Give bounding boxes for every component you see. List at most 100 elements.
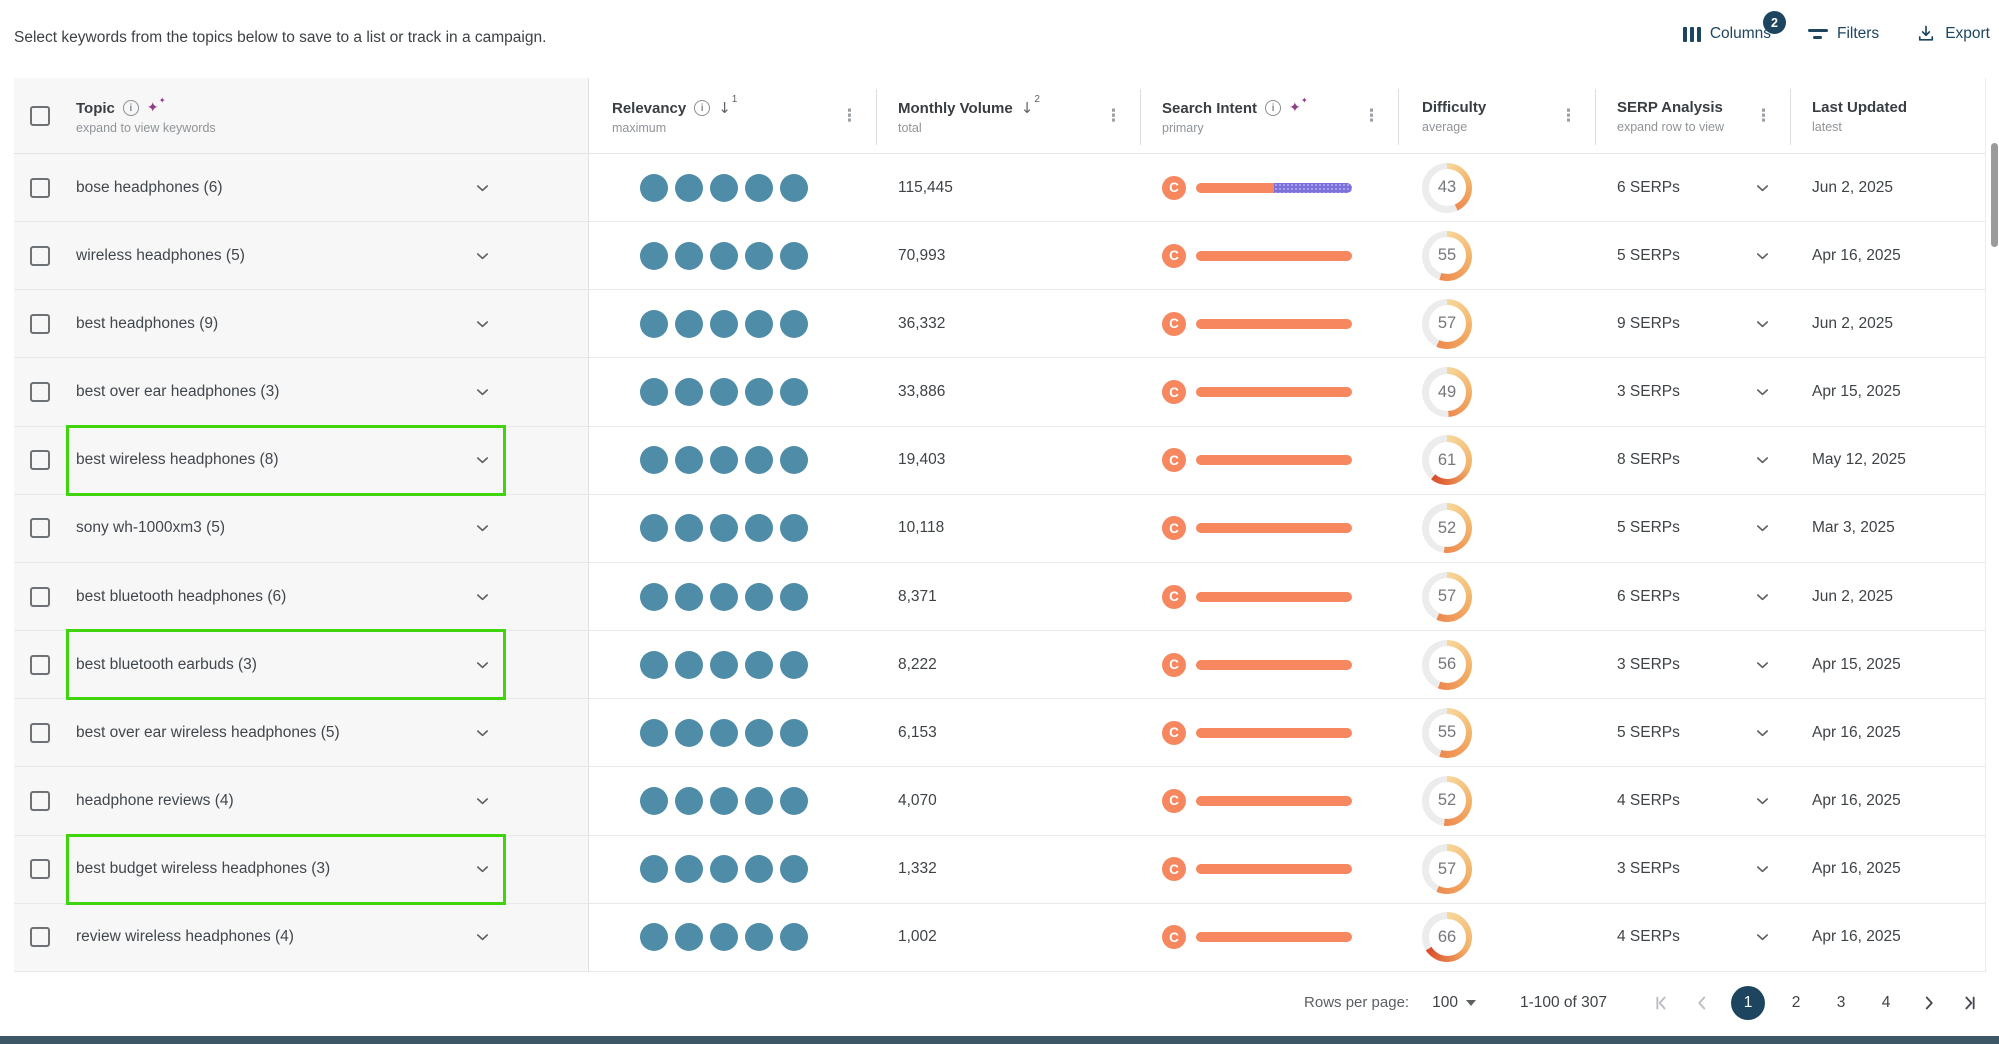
serp-cell: 4 SERPs	[1595, 904, 1790, 971]
difficulty-ring: 52	[1422, 503, 1472, 554]
topic-label: wireless headphones (5)	[76, 246, 245, 264]
chevron-down-icon[interactable]	[473, 723, 492, 742]
chevron-down-icon[interactable]	[473, 587, 492, 606]
intent-badge: C	[1162, 516, 1186, 541]
relevancy-dot	[710, 309, 738, 338]
export-button[interactable]: Export	[1916, 24, 1990, 44]
header-monthly-volume[interactable]: Monthly Volume ↓2 total ⋮	[876, 78, 1140, 153]
page-3-button[interactable]: 3	[1836, 993, 1846, 1011]
columns-count-badge: 2	[1762, 11, 1786, 34]
chevron-down-icon[interactable]	[1753, 314, 1772, 333]
relevancy-column-sublabel: maximum	[612, 121, 667, 135]
intent-badge: C	[1162, 311, 1186, 336]
difficulty-cell: 52	[1398, 495, 1595, 562]
header-search-intent[interactable]: Search Intent i primary ⋮	[1140, 78, 1398, 153]
column-menu-icon[interactable]: ⋮	[1363, 105, 1380, 126]
relevancy-dot	[710, 378, 738, 407]
chevron-down-icon[interactable]	[473, 519, 492, 538]
search-intent-cell: C	[1140, 767, 1398, 834]
last-updated-cell: Apr 15, 2025	[1790, 358, 1986, 425]
pager: 1 2 3 4	[1649, 985, 1986, 1020]
first-page-button[interactable]	[1649, 991, 1673, 1015]
chevron-down-icon[interactable]	[473, 246, 492, 265]
chevron-down-icon[interactable]	[473, 178, 492, 197]
columns-button[interactable]: Columns 2	[1683, 11, 1786, 43]
last-page-button[interactable]	[1958, 991, 1982, 1015]
chevron-down-icon[interactable]	[1753, 791, 1772, 810]
page-range-label: 1-100 of 307	[1519, 993, 1607, 1011]
serp-cell: 8 SERPs	[1595, 427, 1790, 494]
relevancy-dot	[640, 786, 668, 815]
relevancy-dot	[710, 650, 738, 679]
rows-per-page-select[interactable]: 100	[1432, 994, 1476, 1012]
chevron-down-icon[interactable]	[1753, 246, 1772, 265]
chevron-down-icon[interactable]	[473, 860, 492, 879]
chevron-down-icon[interactable]	[1753, 860, 1772, 879]
relevancy-dot	[780, 309, 808, 338]
intent-badge: C	[1162, 788, 1186, 813]
chevron-down-icon[interactable]	[1753, 928, 1772, 947]
filters-button[interactable]: Filters	[1807, 25, 1879, 43]
vertical-scrollbar-thumb[interactable]	[1991, 143, 1998, 247]
relevancy-dot	[745, 378, 773, 407]
chevron-down-icon[interactable]	[1753, 723, 1772, 742]
chevron-down-icon[interactable]	[1753, 587, 1772, 606]
chevron-down-icon[interactable]	[1753, 451, 1772, 470]
row-checkbox[interactable]	[30, 722, 50, 743]
volume-cell: 8,222	[876, 631, 1140, 698]
row-checkbox[interactable]	[30, 586, 50, 607]
chevron-down-icon[interactable]	[1753, 383, 1772, 402]
header-difficulty[interactable]: Difficulty average ⋮	[1398, 78, 1595, 153]
row-checkbox[interactable]	[30, 245, 50, 266]
select-all-checkbox[interactable]	[30, 105, 50, 126]
row-checkbox[interactable]	[30, 859, 50, 880]
row-checkbox[interactable]	[30, 790, 50, 811]
header-relevancy[interactable]: Relevancy i ↓1 maximum ⋮	[588, 78, 876, 153]
row-checkbox[interactable]	[30, 382, 50, 403]
page-1-button[interactable]: 1	[1731, 985, 1765, 1020]
info-icon[interactable]: i	[694, 100, 711, 116]
chevron-down-icon[interactable]	[473, 314, 492, 333]
column-menu-icon[interactable]: ⋮	[1755, 105, 1772, 126]
column-menu-icon[interactable]: ⋮	[1560, 105, 1577, 126]
chevron-down-icon[interactable]	[1753, 178, 1772, 197]
sort-descending-icon[interactable]: ↓1	[718, 94, 738, 117]
last-updated-value: Apr 15, 2025	[1812, 383, 1901, 401]
row-checkbox[interactable]	[30, 654, 50, 675]
column-menu-icon[interactable]: ⋮	[841, 105, 858, 126]
difficulty-value: 56	[1428, 646, 1466, 684]
page-4-button[interactable]: 4	[1881, 993, 1891, 1011]
column-menu-icon[interactable]: ⋮	[1105, 105, 1122, 126]
intent-bar	[1196, 523, 1352, 534]
last-updated-cell: Apr 15, 2025	[1790, 631, 1986, 698]
chevron-down-icon[interactable]	[473, 383, 492, 402]
difficulty-cell: 61	[1398, 427, 1595, 494]
chevron-down-icon[interactable]	[473, 451, 492, 470]
chevron-down-icon[interactable]	[473, 928, 492, 947]
relevancy-dot	[745, 786, 773, 815]
chevron-down-icon[interactable]	[473, 655, 492, 674]
chevron-down-icon[interactable]	[1753, 519, 1772, 538]
previous-page-button[interactable]	[1690, 991, 1714, 1015]
serp-cell: 6 SERPs	[1595, 563, 1790, 630]
intent-badge: C	[1162, 857, 1186, 882]
serp-count: 5 SERPs	[1617, 723, 1680, 741]
sort-descending-icon[interactable]: ↓2	[1020, 94, 1040, 117]
row-checkbox[interactable]	[30, 450, 50, 471]
info-icon[interactable]: i	[1265, 100, 1282, 116]
relevancy-column-label: Relevancy	[612, 99, 687, 117]
header-last-updated[interactable]: Last Updated latest	[1790, 78, 1986, 153]
table-row: best wireless headphones (8) 19,403 C 61…	[14, 424, 1986, 496]
chevron-down-icon[interactable]	[473, 791, 492, 810]
page-2-button[interactable]: 2	[1791, 993, 1801, 1011]
row-checkbox[interactable]	[30, 177, 50, 198]
row-checkbox[interactable]	[30, 313, 50, 334]
serp-cell: 3 SERPs	[1595, 358, 1790, 425]
next-page-button[interactable]	[1917, 991, 1941, 1015]
row-checkbox[interactable]	[30, 927, 50, 948]
header-serp-analysis[interactable]: SERP Analysis expand row to view ⋮	[1595, 78, 1790, 153]
info-icon[interactable]: i	[122, 100, 139, 116]
bottom-accent-bar	[0, 1036, 1999, 1044]
chevron-down-icon[interactable]	[1753, 655, 1772, 674]
row-checkbox[interactable]	[30, 518, 50, 539]
